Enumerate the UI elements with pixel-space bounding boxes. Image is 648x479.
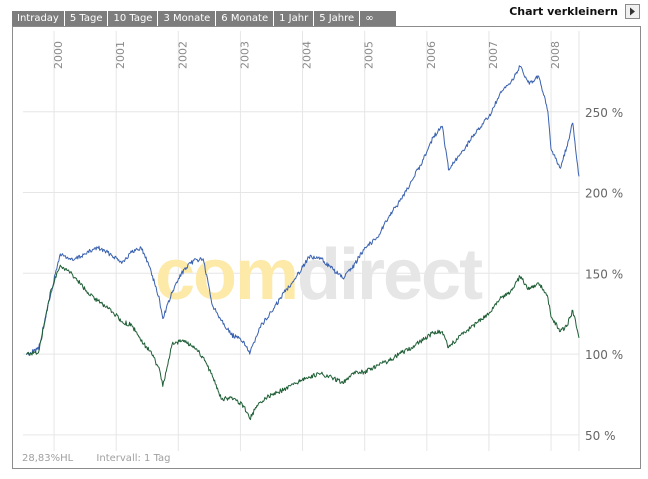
tab-6-monate[interactable]: 6 Monate bbox=[216, 11, 275, 26]
tab-1-jahr[interactable]: 1 Jahr bbox=[274, 11, 315, 26]
x-tick-label: 2000 bbox=[52, 41, 65, 69]
svg-text:comdirect: comdirect bbox=[155, 235, 483, 315]
tab-10-tage[interactable]: 10 Tage bbox=[108, 11, 159, 26]
x-tick-label: 2002 bbox=[176, 41, 189, 69]
x-tick-label: 2001 bbox=[114, 41, 127, 69]
shrink-chart-control: Chart verkleinern bbox=[509, 4, 640, 19]
series-line-blue bbox=[26, 65, 580, 356]
x-tick-label: 2004 bbox=[301, 41, 314, 69]
chart-frame: comdirect 2000 2001 2002 2003 2004 2005 2006 20… bbox=[12, 26, 641, 469]
y-axis-labels: 50 % 100 % 150 % 200 % 250 % bbox=[585, 106, 623, 443]
x-axis-labels: 2000 2001 2002 2003 2004 2005 2006 2007 2008 bbox=[52, 41, 562, 69]
grid-lines bbox=[23, 31, 580, 451]
x-tick-label: 2007 bbox=[487, 41, 500, 69]
x-tick-label: 2005 bbox=[363, 41, 376, 69]
y-tick-label: 200 % bbox=[585, 187, 623, 201]
tab-max[interactable]: ∞ bbox=[360, 11, 398, 26]
hl-value: 28,83%HL bbox=[22, 453, 74, 464]
x-tick-label: 2008 bbox=[549, 41, 562, 69]
play-right-icon bbox=[630, 7, 635, 16]
series-line-green bbox=[26, 264, 580, 421]
x-tick-label: 2006 bbox=[425, 41, 438, 69]
y-tick-label: 250 % bbox=[585, 106, 623, 120]
x-tick-label: 2003 bbox=[238, 41, 251, 69]
tab-intraday[interactable]: Intraday bbox=[12, 11, 65, 26]
shrink-chart-link[interactable]: Chart verkleinern bbox=[509, 5, 618, 18]
period-tabs: Intraday 5 Tage 10 Tage 3 Monate 6 Monat… bbox=[12, 11, 398, 26]
y-tick-label: 100 % bbox=[585, 348, 623, 362]
y-tick-label: 50 % bbox=[585, 429, 616, 443]
tab-5-jahre[interactable]: 5 Jahre bbox=[314, 11, 361, 26]
y-tick-label: 150 % bbox=[585, 267, 623, 281]
watermark-direct: direct bbox=[297, 235, 483, 315]
comdirect-watermark: comdirect bbox=[155, 235, 485, 315]
shrink-chart-button[interactable] bbox=[625, 4, 640, 19]
tab-3-monate[interactable]: 3 Monate bbox=[158, 11, 217, 26]
watermark-com: com bbox=[155, 235, 297, 315]
series-layer bbox=[26, 65, 580, 421]
tab-5-tage[interactable]: 5 Tage bbox=[64, 11, 109, 26]
price-chart: comdirect 2000 2001 2002 2003 2004 2005 2006 20… bbox=[23, 31, 623, 451]
interval-label: Intervall: 1 Tag bbox=[96, 453, 171, 464]
chart-footer: 28,83%HL Intervall: 1 Tag bbox=[22, 453, 191, 464]
